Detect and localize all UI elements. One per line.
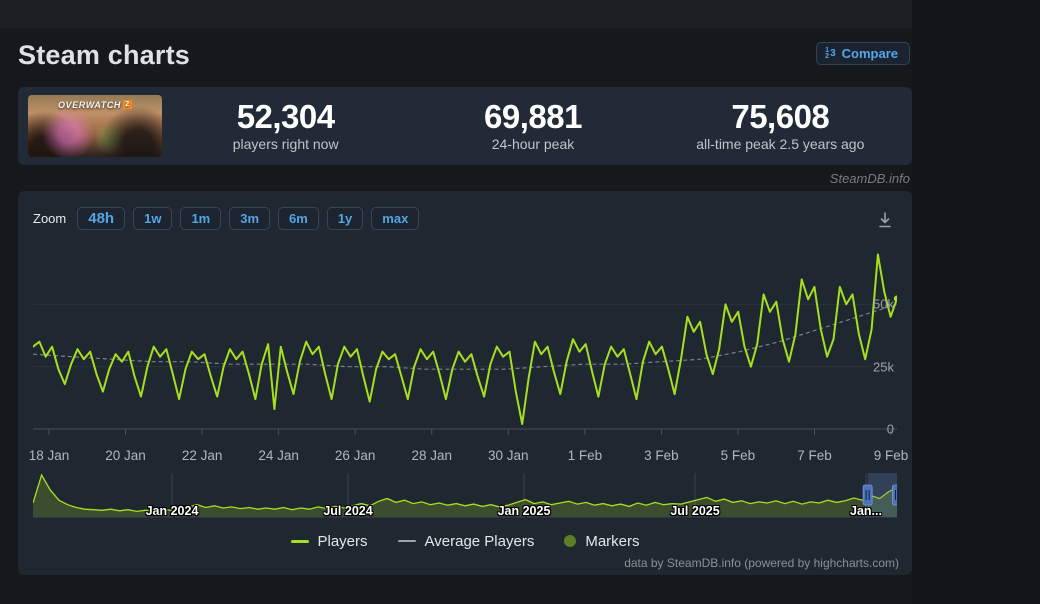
compare-button-label: Compare <box>841 46 898 61</box>
legend-item-players[interactable]: Players <box>290 532 368 550</box>
x-axis-tick-label: 18 Jan <box>28 448 70 463</box>
top-band <box>0 0 1040 28</box>
x-axis-tick-label: 1 Feb <box>567 448 603 463</box>
download-chart-icon[interactable] <box>874 209 896 231</box>
game-sequel-badge: 2 <box>123 100 133 109</box>
x-axis-tick-label: 3 Feb <box>644 448 679 463</box>
navigator-tick-label: Jan 2025 <box>497 504 551 518</box>
legend-item-average-players[interactable]: Average Players <box>397 532 535 550</box>
legend-item-markers[interactable]: Markers <box>564 532 640 550</box>
legend-swatch <box>397 540 416 542</box>
navigator-tick-label: Jan 2024 <box>145 504 199 518</box>
navigator-right-handle[interactable] <box>892 484 902 506</box>
main-content: Steam charts 1 2 3 Compare OVERWATCH 2 52… <box>18 0 912 575</box>
compare-icon-digit: 1 <box>825 46 830 54</box>
navigator-tick-label: Jul 2025 <box>670 504 720 518</box>
compare-icon-digit: 3 <box>830 47 836 59</box>
stat-24h-peak: 69,881 24-hour peak <box>409 97 656 153</box>
x-axis-tick-label: 20 Jan <box>105 448 146 463</box>
navigator-tick-label: Jul 2024 <box>323 504 373 518</box>
stat-label: 24-hour peak <box>491 136 575 153</box>
steamdb-attribution: SteamDB.info <box>829 171 910 186</box>
zoom-range-6m[interactable]: 6m <box>278 207 319 230</box>
compare-list-icon: 1 2 3 <box>825 46 836 60</box>
legend-label: Average Players <box>424 532 535 550</box>
navigator-left-handle[interactable] <box>862 484 873 506</box>
x-axis-tick-label: 7 Feb <box>797 448 832 463</box>
page-right-margin <box>912 0 1040 604</box>
compare-icon-digit: 2 <box>825 52 830 60</box>
zoom-range-3m[interactable]: 3m <box>229 207 271 230</box>
x-axis-tick-label: 9 Feb <box>873 448 909 463</box>
zoom-toolbar: Zoom 48h 1w 1m 3m 6m 1y max <box>33 205 897 232</box>
x-axis-labels: 18 Jan 20 Jan 22 Jan 24 Jan 26 Jan 28 Jan 30 J… <box>29 445 909 467</box>
zoom-range-1w[interactable]: 1w <box>133 207 173 230</box>
stat-label: players right now <box>232 136 339 153</box>
legend-swatch <box>290 539 309 543</box>
zoom-range-1m[interactable]: 1m <box>180 207 222 230</box>
players-chart-plot <box>33 253 897 435</box>
zoom-range-1y[interactable]: 1y <box>326 207 364 230</box>
legend-label: Markers <box>585 532 640 550</box>
y-axis-tick-label: 25k <box>873 359 894 375</box>
game-logo: OVERWATCH 2 <box>28 100 162 110</box>
stat-value: 52,304 <box>236 97 335 135</box>
chart-panel: Zoom 48h 1w 1m 3m 6m 1y max 0 25k 50k 18 Jan 20 J… <box>18 191 912 575</box>
zoom-range-max[interactable]: max <box>371 207 420 230</box>
chart-legend: Players Average Players Markers <box>33 531 897 551</box>
x-axis-tick-label: 24 Jan <box>258 448 299 463</box>
x-axis-tick-label: 30 Jan <box>488 448 529 463</box>
stats-panel: OVERWATCH 2 52,304 players right now 69,8… <box>18 87 912 165</box>
x-axis-tick-label: 26 Jan <box>334 448 376 463</box>
chart-navigator[interactable]: Jan 2024 Jul 2024 Jan 2025 Jul 2025 Jan... <box>32 473 902 519</box>
zoom-range-48h[interactable]: 48h <box>77 207 126 230</box>
y-axis-tick-label: 50k <box>873 296 894 312</box>
game-name: OVERWATCH <box>57 100 122 110</box>
navigator-tick-label: Jan... <box>850 504 882 518</box>
zoom-ranges: 48h 1w 1m 3m 6m 1y max <box>77 207 420 230</box>
stat-current-players: 52,304 players right now <box>162 97 409 153</box>
main-chart: 0 25k 50k <box>33 242 897 442</box>
compare-button[interactable]: 1 2 3 Compare <box>816 42 910 65</box>
page-title: Steam charts <box>18 40 190 70</box>
legend-label: Players <box>317 532 368 550</box>
chart-credit: data by SteamDB.info (powered by highcha… <box>624 556 899 570</box>
zoom-label: Zoom <box>33 211 67 226</box>
stat-alltime-peak: 75,608 all-time peak 2.5 years ago <box>657 97 904 153</box>
x-axis-tick-label: 28 Jan <box>411 448 453 463</box>
stat-value: 75,608 <box>731 97 830 135</box>
legend-swatch <box>564 535 577 547</box>
stat-label: all-time peak 2.5 years ago <box>696 136 865 153</box>
game-capsule-image: OVERWATCH 2 <box>28 95 162 157</box>
x-axis-tick-label: 5 Feb <box>720 448 756 463</box>
x-axis-tick-label: 22 Jan <box>181 448 223 463</box>
y-axis-tick-label: 0 <box>886 421 894 437</box>
stat-value: 69,881 <box>484 97 582 135</box>
